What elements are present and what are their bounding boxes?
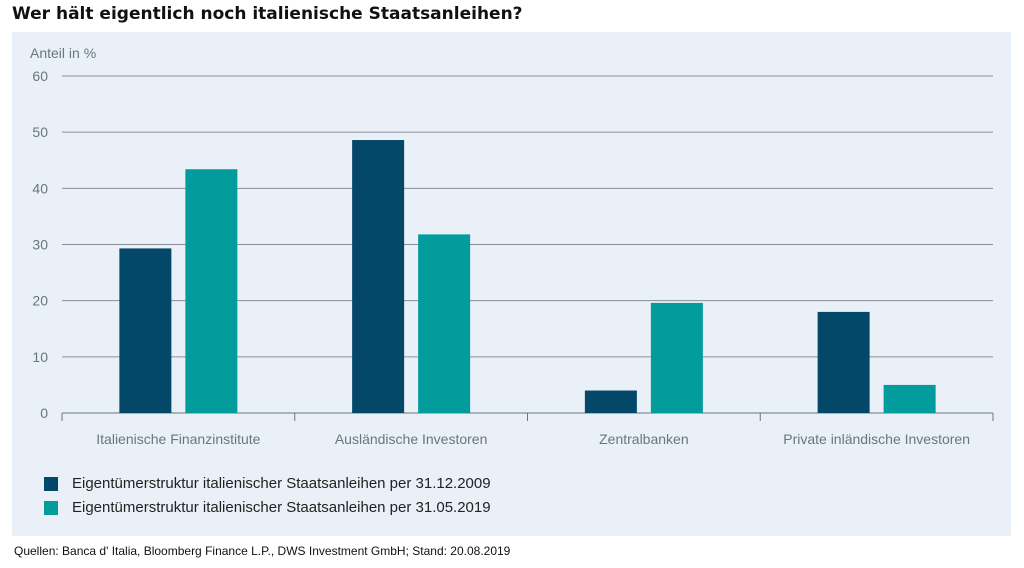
bar-2009 <box>352 140 405 413</box>
x-category-label: Italienische Finanzinstitute <box>96 431 260 447</box>
legend-swatch-2009 <box>44 476 58 491</box>
bar-2019 <box>883 384 936 413</box>
page-title: Wer hält eigentlich noch italienische St… <box>12 4 523 24</box>
y-tick-label: 20 <box>32 293 48 309</box>
legend-label-2009: Eigentümerstruktur italienischer Staatsa… <box>72 475 491 492</box>
bar-chart: Anteil in % 0 10 20 30 40 50 60 Italienische Fin… <box>30 45 994 447</box>
bar-2009 <box>584 390 637 413</box>
bar-2009 <box>119 248 172 413</box>
x-category-label: Private inländische Investoren <box>783 431 970 447</box>
y-tick-label: 30 <box>32 237 48 253</box>
y-tick-label: 40 <box>32 180 48 196</box>
source-note: Quellen: Banca d' Italia, Bloomberg Fina… <box>14 544 511 558</box>
bar-2009 <box>817 311 870 413</box>
legend-label-2019: Eigentümerstruktur italienischer Staatsa… <box>72 499 491 516</box>
x-category-label: Zentralbanken <box>599 431 689 447</box>
y-tick-label: 0 <box>40 405 48 421</box>
legend-item-2009: Eigentümerstruktur italienischer Staatsa… <box>44 475 744 492</box>
bar-2019 <box>418 234 471 413</box>
y-tick-label: 50 <box>32 124 48 140</box>
bar-2019 <box>650 302 703 413</box>
legend-swatch-2019 <box>44 500 58 515</box>
y-axis-label: Anteil in % <box>30 45 96 61</box>
y-tick-label: 10 <box>32 349 48 365</box>
legend-item-2019: Eigentümerstruktur italienischer Staatsa… <box>44 499 744 516</box>
bar-2019 <box>185 169 238 413</box>
x-category-label: Ausländische Investoren <box>335 431 488 447</box>
chart-panel: Anteil in % 0 10 20 30 40 50 60 Italienische Fin… <box>12 32 1011 536</box>
y-tick-label: 60 <box>32 68 48 84</box>
